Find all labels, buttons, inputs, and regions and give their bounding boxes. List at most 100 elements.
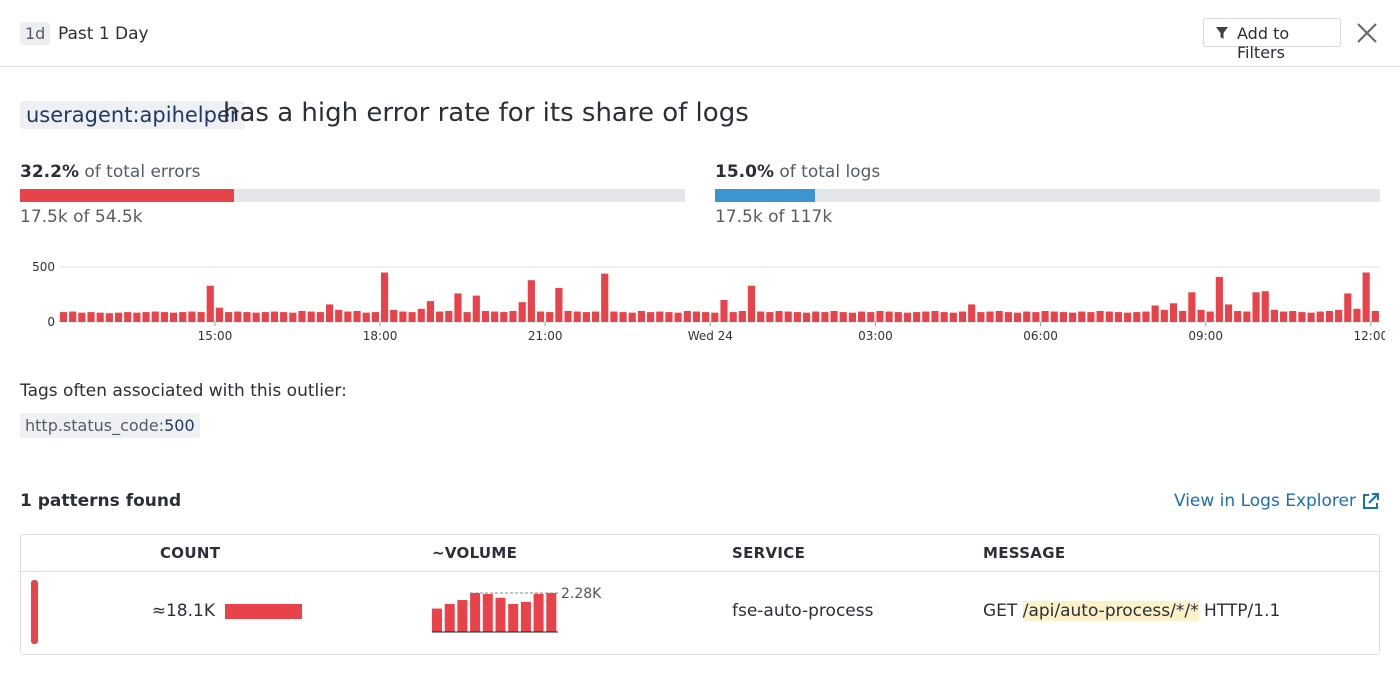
close-button[interactable] — [1356, 22, 1378, 44]
bar — [591, 311, 600, 322]
bar — [325, 304, 334, 322]
bar — [225, 312, 233, 322]
bar — [1133, 312, 1141, 322]
bar — [1142, 311, 1150, 322]
volume-bar — [457, 600, 468, 632]
bar — [637, 311, 646, 322]
bar — [142, 312, 150, 322]
column-header: ~VOLUME — [432, 544, 518, 562]
volume-bar — [533, 593, 544, 632]
bar — [243, 312, 251, 322]
bar — [1335, 309, 1343, 322]
external-link-icon[interactable] — [1361, 492, 1380, 511]
bar — [371, 312, 379, 322]
bar — [179, 312, 187, 322]
bar — [307, 311, 315, 322]
pattern-message: GET /api/auto-process/*/* HTTP/1.1 — [983, 601, 1280, 621]
bar — [1096, 311, 1104, 322]
bar — [280, 312, 288, 322]
bar — [1243, 311, 1251, 322]
bar — [316, 312, 324, 322]
bar — [738, 311, 746, 322]
bar — [821, 312, 829, 322]
x-tick-label: Wed 24 — [688, 329, 733, 343]
bar — [922, 311, 930, 322]
volume-bar — [470, 593, 481, 632]
bar — [491, 311, 499, 322]
bar — [1069, 312, 1077, 322]
button-label: Add to Filters — [1237, 24, 1290, 62]
range-label: Past 1 Day — [58, 24, 149, 44]
bar — [252, 312, 260, 322]
bar — [399, 311, 407, 322]
bar — [1280, 311, 1288, 322]
bar — [812, 311, 820, 322]
bar — [958, 311, 967, 322]
bar — [885, 311, 893, 322]
bar — [757, 311, 765, 322]
bar — [903, 312, 912, 322]
bar — [1353, 308, 1361, 322]
bar — [913, 312, 921, 322]
filter-icon — [1216, 27, 1228, 39]
x-tick-label: 15:00 — [198, 329, 233, 343]
volume-bar — [495, 597, 506, 632]
bar — [1298, 312, 1306, 322]
bar — [1224, 304, 1233, 322]
bar — [518, 302, 526, 322]
bar — [610, 311, 618, 322]
bar — [702, 312, 710, 322]
bar — [683, 311, 691, 322]
message-protocol: HTTP/1.1 — [1204, 601, 1281, 621]
header: 1d Past 1 Day Add to Filters — [0, 0, 1400, 67]
x-tick-label: 12:00 — [1354, 329, 1385, 343]
patterns-table — [20, 534, 1380, 655]
bar — [500, 312, 508, 322]
bar — [729, 312, 737, 322]
volume-bar — [482, 594, 493, 632]
bar — [114, 312, 123, 322]
logs-explorer-link[interactable]: View in Logs Explorer — [1173, 491, 1356, 511]
bar — [802, 312, 811, 322]
bar — [1004, 312, 1012, 322]
column-header: MESSAGE — [983, 544, 1066, 562]
bar — [417, 308, 425, 322]
x-tick-label: 06:00 — [1023, 329, 1058, 343]
bar — [59, 312, 68, 322]
bar — [665, 312, 673, 322]
pattern-count: ≈18.1K — [151, 601, 215, 621]
bar — [1344, 293, 1352, 322]
bar — [692, 311, 701, 322]
bar — [784, 311, 792, 322]
volume-bar — [508, 603, 519, 632]
bar — [1371, 311, 1379, 322]
bar — [1087, 312, 1095, 322]
logs-track — [715, 189, 1380, 202]
bar — [582, 312, 590, 322]
bar — [1197, 309, 1205, 322]
status-stripe — [31, 580, 38, 644]
bar — [78, 312, 86, 322]
bar — [436, 311, 444, 322]
x-tick-label: 21:00 — [528, 329, 563, 343]
bar — [1124, 312, 1132, 322]
outlier-text: has a high error rate for its share of l… — [223, 98, 749, 128]
bar — [720, 300, 728, 322]
bar — [1059, 312, 1067, 322]
bar — [647, 312, 655, 322]
bar — [573, 311, 581, 322]
bar — [463, 312, 471, 322]
errors-track — [20, 189, 685, 202]
bar — [1032, 312, 1040, 322]
bar — [1179, 311, 1187, 322]
bar — [1013, 312, 1022, 322]
bar — [1206, 311, 1214, 322]
logs-bar — [715, 189, 815, 202]
bar — [215, 307, 224, 322]
bar — [1188, 292, 1196, 322]
tags-heading: Tags often associated with this outlier: — [20, 381, 347, 401]
bar — [1023, 311, 1031, 322]
range-badge: 1d — [20, 22, 51, 45]
add-to-filters-button[interactable]: Add to Filters — [1203, 18, 1341, 62]
bar — [747, 285, 756, 322]
